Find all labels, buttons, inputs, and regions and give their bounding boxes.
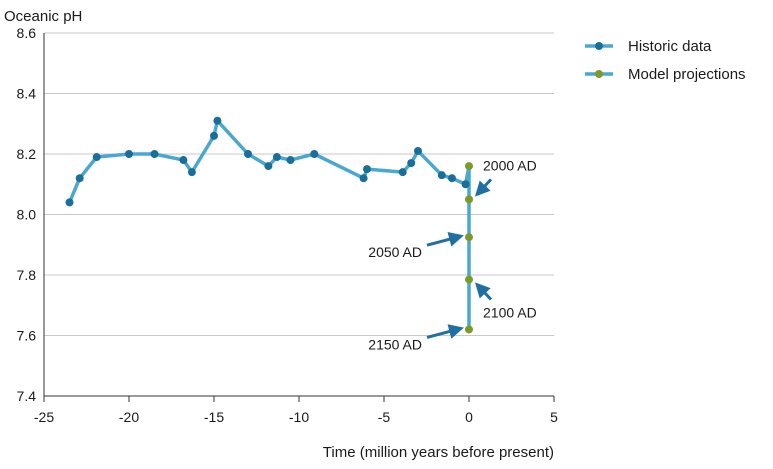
annotation-label: 2050 AD [368,244,422,260]
y-axis-title: Oceanic pH [4,8,82,25]
x-tick-label: -25 [34,409,54,425]
series-line [67,118,467,204]
data-point [414,146,422,155]
axes [43,33,555,402]
x-tick-label: 0 [465,409,473,425]
annotation-label: 2150 AD [368,336,422,352]
y-tick-label: 8.4 [17,86,37,102]
legend-swatch-marker [595,42,603,50]
data-series [65,116,473,334]
data-point [213,116,222,125]
y-tick-label: 8.0 [17,207,37,223]
legend-label: Model projections [628,66,746,83]
y-tick-label: 8.6 [17,25,37,41]
x-tick-label: 5 [550,409,558,425]
data-point [407,159,416,168]
annotation-arrow [474,178,493,197]
data-point [448,174,456,183]
data-point [92,153,101,162]
annotation-arrow [426,232,464,247]
data-point [398,168,407,177]
annotation-arrow [426,324,464,339]
x-axis-title: Time (million years before present) [323,444,554,461]
series-line [463,164,471,330]
y-tick-label: 7.6 [17,328,37,344]
data-point [465,275,473,284]
data-point [437,171,446,180]
y-tick-label: 8.2 [17,146,37,162]
y-tick-label: 7.8 [17,267,37,283]
legend: Historic data Model projections [585,38,746,83]
data-point [286,156,295,165]
y-tick-label: 7.4 [17,388,37,404]
grid-lines [44,32,554,336]
x-tick-label: -5 [378,409,391,425]
data-point [359,174,368,183]
data-point [461,180,470,189]
data-point [363,165,371,174]
data-point [125,150,133,158]
legend-swatch-marker [595,70,603,78]
annotation-arrow [474,282,493,301]
data-point [310,150,319,158]
data-point [179,156,188,165]
tick-labels: 7.4 7.6 7.8 8.0 8.2 8.4 8.6 -25 -20 -15 -10 -5 0 5 [17,25,559,425]
data-point [210,131,218,140]
annotation-label: 2100 AD [483,305,537,321]
data-point [465,233,473,242]
data-point [244,150,252,158]
data-point [465,325,473,334]
data-point [465,195,473,204]
x-tick-label: -20 [119,409,139,425]
data-point [65,198,74,207]
annotations: 2000 AD 2050 AD 2100 AD 2150 AD [368,157,536,352]
data-point [264,162,273,171]
x-tick-label: -10 [289,409,309,425]
data-point [187,168,196,177]
data-point [465,162,473,171]
data-point [75,174,84,183]
data-point [272,153,281,162]
annotation-label: 2000 AD [483,157,537,173]
x-tick-label: -15 [204,409,224,425]
data-point [150,150,159,158]
legend-label: Historic data [628,38,712,55]
